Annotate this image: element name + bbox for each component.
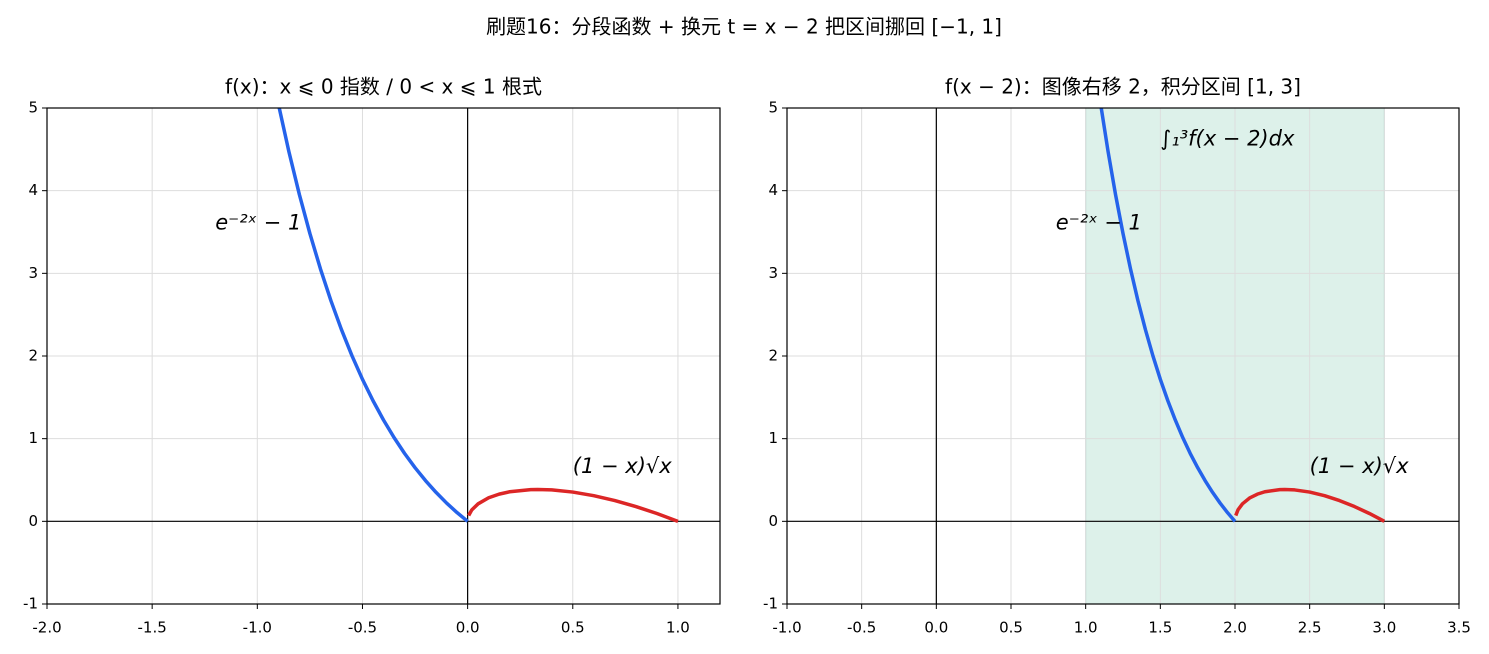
x-tick-label: 1.5 (1148, 619, 1172, 637)
x-tick-label: 1.0 (666, 619, 690, 637)
curve-label: (1 − x)√x (573, 454, 673, 478)
y-tick-label: 5 (768, 99, 778, 117)
y-tick-label: 1 (768, 429, 778, 447)
figure-title: 刷题16：分段函数 + 换元 t = x − 2 把区间挪回 [−1, 1] (486, 15, 1002, 39)
curve-label: e⁻²ˣ − 1 (1056, 211, 1142, 235)
curve (1234, 487, 1386, 523)
curve (467, 487, 679, 523)
curve (277, 108, 469, 523)
x-tick-label: 2.5 (1298, 619, 1322, 637)
y-tick-label: 2 (28, 347, 38, 365)
x-tick-label: -1.0 (243, 619, 272, 637)
y-tick-label: -1 (763, 595, 778, 613)
x-tick-label: -0.5 (348, 619, 377, 637)
x-tick-label: -1.5 (138, 619, 167, 637)
x-tick-label: 1.0 (1074, 619, 1098, 637)
curve (1099, 108, 1237, 523)
y-tick-label: -1 (23, 595, 38, 613)
x-tick-label: 3.0 (1372, 619, 1396, 637)
x-tick-label: -0.5 (847, 619, 876, 637)
y-tick-label: 1 (28, 429, 38, 447)
subplot-title: f(x)：x ⩽ 0 指数 / 0 < x ⩽ 1 根式 (225, 75, 542, 99)
y-tick-label: 3 (28, 264, 38, 282)
x-tick-label: -2.0 (32, 619, 61, 637)
x-tick-label: -1.0 (772, 619, 801, 637)
y-tick-label: 4 (768, 181, 778, 199)
integral-label: ∫₁³f(x − 2)dx (1160, 126, 1295, 150)
x-tick-label: 0.5 (561, 619, 585, 637)
x-tick-label: 3.5 (1447, 619, 1471, 637)
x-tick-label: 0.0 (456, 619, 480, 637)
subplot-title: f(x − 2)：图像右移 2，积分区间 [1, 3] (945, 75, 1301, 99)
x-tick-label: 0.0 (924, 619, 948, 637)
x-tick-label: 2.0 (1223, 619, 1247, 637)
y-tick-label: 5 (28, 99, 38, 117)
y-tick-label: 4 (28, 181, 38, 199)
y-tick-label: 2 (768, 347, 778, 365)
plot-area (47, 108, 720, 604)
y-tick-label: 0 (28, 512, 38, 530)
y-tick-label: 0 (768, 512, 778, 530)
x-tick-label: 0.5 (999, 619, 1023, 637)
curve-label: e⁻²ˣ − 1 (215, 211, 301, 235)
curve-label: (1 − x)√x (1310, 454, 1410, 478)
y-tick-label: 3 (768, 264, 778, 282)
plot-area (787, 108, 1459, 604)
